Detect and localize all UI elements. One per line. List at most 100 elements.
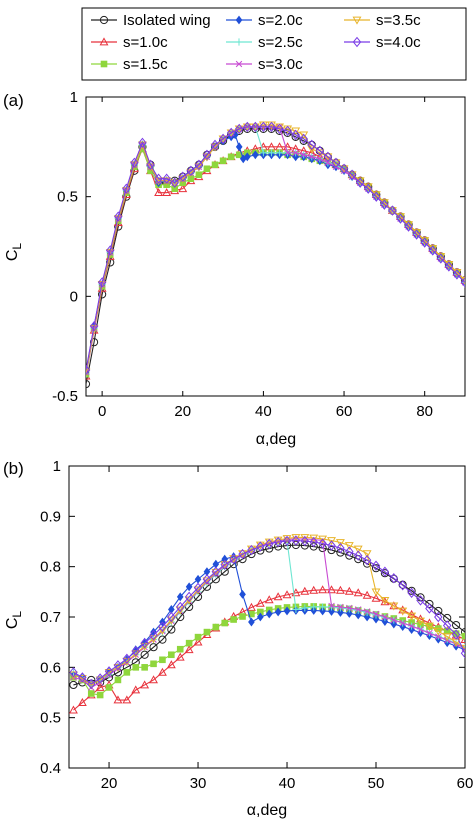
data-point — [390, 616, 398, 624]
data-point — [220, 561, 230, 570]
legend-marker — [352, 16, 362, 25]
legend-label: s=3.5c — [376, 12, 421, 29]
data-point — [291, 535, 301, 546]
data-point — [154, 173, 163, 184]
x-tick-label: 20 — [101, 775, 118, 792]
data-point — [282, 535, 292, 547]
data-point — [243, 152, 251, 162]
data-point — [362, 554, 372, 566]
data-point — [345, 546, 354, 557]
data-point — [194, 633, 202, 641]
data-point — [336, 604, 345, 612]
data-point — [175, 601, 185, 613]
data-point — [218, 135, 228, 144]
data-point — [309, 585, 319, 594]
y-axis-label: CL — [4, 243, 24, 262]
legend-entry: s=2.0c — [226, 12, 303, 29]
data-point — [404, 221, 413, 232]
data-point — [267, 121, 276, 133]
data-point — [202, 149, 212, 160]
data-point — [255, 598, 265, 607]
data-point — [434, 606, 443, 616]
y-axis-label-sub: L — [10, 243, 24, 250]
series-s-2-5c — [86, 123, 465, 378]
data-point — [339, 163, 349, 174]
data-point — [264, 538, 274, 550]
data-point — [122, 695, 132, 704]
legend: Isolated wing s=1.0c s=1.5c s=2.0c s=2.5c s=3… — [81, 7, 467, 81]
legend-marker — [99, 37, 109, 46]
data-point — [69, 680, 78, 690]
data-point — [300, 535, 310, 547]
y-tick-label: 1 — [53, 458, 61, 475]
data-point — [246, 602, 256, 611]
x-tick-label: 50 — [368, 775, 385, 792]
data-point — [146, 159, 155, 170]
data-point — [235, 142, 243, 152]
legend-entry: s=3.0c — [226, 56, 303, 73]
data-point — [309, 536, 318, 548]
axis-ticks: 0 20 40 60 80 -0.5 0 0.5 1 — [52, 89, 465, 420]
panel-label: (a) — [3, 91, 24, 110]
data-point — [186, 165, 196, 176]
data-point — [284, 149, 291, 157]
data-point — [86, 364, 91, 376]
data-point — [140, 637, 149, 649]
data-point — [203, 165, 211, 173]
data-point — [353, 550, 363, 561]
data-point — [226, 127, 236, 139]
data-point — [267, 149, 276, 157]
data-point — [123, 669, 131, 676]
x-tick-label: 40 — [255, 403, 272, 420]
data-point — [95, 673, 105, 684]
data-point — [211, 161, 219, 169]
data-point — [150, 660, 157, 668]
data-point — [354, 606, 362, 613]
x-tick-label: 60 — [457, 775, 474, 792]
data-point — [275, 123, 284, 135]
data-point — [315, 145, 325, 157]
data-point — [396, 213, 405, 224]
data-point — [407, 612, 417, 621]
data-point — [105, 684, 113, 691]
data-point — [184, 645, 194, 654]
series-line — [86, 126, 465, 375]
data-point — [318, 585, 328, 594]
data-point — [265, 609, 273, 619]
data-point — [424, 622, 434, 631]
axis-ticks: 20 30 40 50 60 0.4 0.5 0.6 0.7 0.8 0.9 1 — [40, 458, 473, 792]
y-axis-label-main: C — [4, 618, 21, 630]
data-point — [184, 591, 194, 603]
data-point — [238, 548, 247, 560]
data-point — [408, 622, 415, 630]
data-point — [344, 586, 354, 595]
data-point — [178, 171, 188, 182]
legend-entry: s=1.5c — [91, 56, 168, 73]
data-point — [256, 541, 265, 552]
data-point — [202, 574, 212, 585]
data-point — [138, 137, 147, 149]
data-point — [337, 603, 344, 611]
data-point — [300, 151, 307, 159]
legend-entry: s=4.0c — [344, 34, 421, 51]
data-point — [362, 590, 372, 599]
series-s-1-0c — [86, 142, 465, 380]
data-point — [252, 150, 259, 160]
series-layer — [86, 121, 465, 389]
data-point — [162, 188, 172, 197]
data-point — [248, 617, 255, 627]
legend-entry: s=1.0c — [91, 34, 168, 51]
data-point — [185, 582, 193, 592]
data-point — [299, 133, 308, 145]
data-point — [407, 586, 416, 595]
data-point — [292, 149, 299, 157]
legend-marker — [352, 36, 362, 48]
data-point — [114, 211, 123, 222]
y-tick-label: 1 — [70, 89, 78, 106]
data-point — [69, 667, 78, 678]
data-point — [122, 653, 132, 664]
data-point — [157, 667, 167, 676]
data-point — [417, 626, 424, 633]
data-point — [436, 253, 446, 264]
